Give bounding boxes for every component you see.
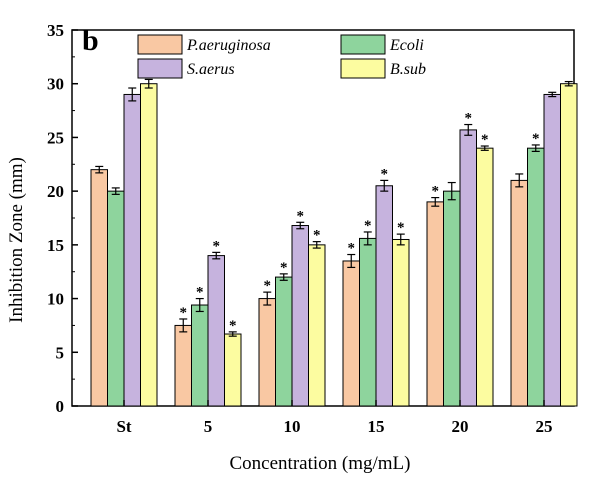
bar (258, 298, 276, 407)
bar (191, 304, 209, 407)
significance-star: * (313, 228, 321, 244)
bar (90, 169, 108, 407)
y-tick-label: 30 (47, 75, 64, 94)
bar (275, 276, 293, 407)
x-axis: St 5 10 15 20 25 (116, 400, 553, 436)
bar (392, 238, 410, 407)
bar (308, 244, 326, 407)
bar (174, 324, 192, 407)
bar (560, 83, 578, 407)
bars-group: * * * * * * * * * * * * * * * * (90, 78, 578, 407)
legend-label: S.aerus (187, 61, 235, 78)
x-tick-label: 10 (284, 417, 301, 436)
bar (123, 93, 141, 407)
significance-star: * (264, 278, 272, 294)
significance-star: * (397, 220, 405, 236)
significance-star: * (213, 238, 221, 254)
y-tick-label: 15 (47, 236, 64, 255)
bar (107, 190, 125, 407)
significance-star: * (481, 132, 489, 148)
bar (527, 147, 545, 407)
x-tick-label: 20 (452, 417, 469, 436)
bar (443, 190, 461, 407)
bar (375, 185, 393, 407)
legend-swatch (340, 58, 386, 79)
y-tick-label: 5 (56, 343, 65, 362)
bar (342, 260, 360, 407)
significance-star: * (465, 111, 473, 127)
bar (459, 129, 477, 407)
bar (510, 179, 528, 407)
legend-swatch (137, 34, 183, 55)
bar (207, 255, 225, 407)
y-tick-label: 25 (47, 128, 64, 147)
bar (426, 201, 444, 407)
y-tick-label: 35 (47, 21, 64, 40)
y-axis: 0 5 10 15 20 25 30 35 (47, 21, 78, 416)
y-tick-label: 20 (47, 182, 64, 201)
legend: P.aeruginosa Ecoli S.aerus B.sub (137, 34, 426, 79)
significance-star: * (432, 184, 440, 200)
x-tick-label: 25 (536, 417, 553, 436)
panel-label: b (82, 24, 99, 57)
y-axis-label: Inhibition Zone (mm) (6, 157, 27, 323)
bar (140, 83, 158, 407)
x-axis-label: Concentration (mg/mL) (230, 453, 411, 474)
y-tick-label: 10 (47, 290, 64, 309)
significance-star: * (348, 241, 356, 257)
significance-star: * (196, 285, 204, 301)
bar (543, 93, 561, 407)
significance-star: * (381, 166, 389, 182)
legend-label: B.sub (390, 61, 426, 78)
significance-star: * (364, 218, 372, 234)
legend-label: Ecoli (389, 37, 424, 54)
significance-star: * (180, 305, 188, 321)
x-tick-label: 5 (204, 417, 213, 436)
legend-swatch (340, 34, 386, 55)
bar (224, 333, 242, 407)
significance-star: * (297, 208, 305, 224)
bar (476, 147, 494, 407)
bar (291, 225, 309, 407)
significance-star: * (229, 318, 237, 334)
significance-star: * (280, 260, 288, 276)
x-tick-label: St (116, 417, 131, 436)
legend-swatch (137, 58, 183, 79)
bar (359, 237, 377, 407)
x-tick-label: 15 (368, 417, 385, 436)
y-tick-label: 0 (56, 397, 65, 416)
significance-star: * (532, 131, 540, 147)
legend-label: P.aeruginosa (186, 37, 271, 54)
